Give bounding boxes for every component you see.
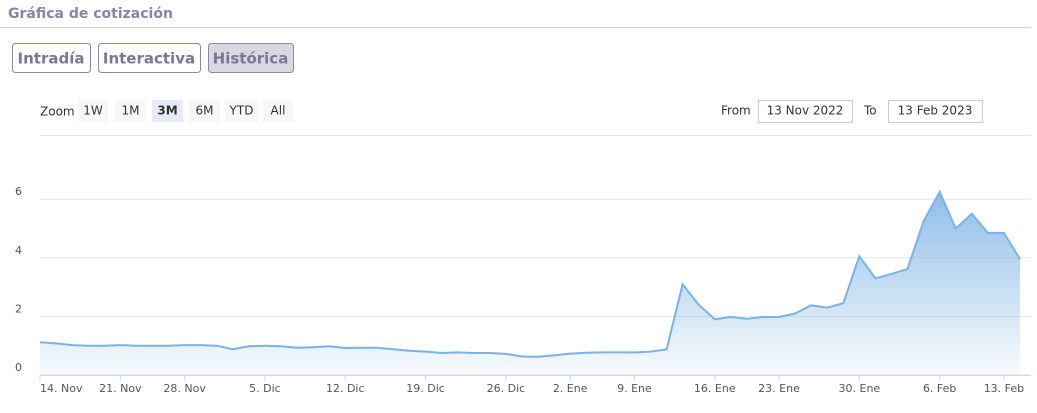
from-date[interactable]: 13 Nov 2022 [767, 104, 844, 118]
zoom-option[interactable]: YTD [229, 104, 254, 118]
area-fill [40, 191, 1020, 375]
tab-button[interactable] [208, 43, 294, 73]
tab-label[interactable]: Intradía [18, 50, 85, 68]
to-input[interactable] [888, 100, 983, 123]
zoom-option[interactable]: 6M [196, 104, 214, 118]
x-tick-label: 2. Ene [553, 382, 588, 395]
tab-button[interactable] [98, 43, 201, 73]
zoom-button[interactable] [152, 100, 183, 122]
zoom-option[interactable]: 3M [157, 104, 177, 118]
to-date[interactable]: 13 Feb 2023 [898, 104, 973, 118]
x-tick-label: 19. Dic [406, 382, 445, 395]
tab-label[interactable]: Interactiva [103, 50, 195, 68]
x-tick-label: 5. Dic [249, 382, 281, 395]
zoom-button[interactable] [263, 100, 293, 122]
to-label: To [863, 104, 877, 118]
zoom-option[interactable]: 1W [83, 104, 103, 118]
from-input[interactable] [758, 100, 853, 123]
x-tick-label: 14. Nov [40, 382, 83, 395]
x-tick-label: 30. Ene [839, 382, 881, 395]
zoom-button[interactable] [115, 100, 146, 122]
x-tick-label: 6. Feb [923, 382, 956, 395]
x-tick-label: 12. Dic [326, 382, 365, 395]
section-title: Gráfica de cotización [8, 6, 173, 22]
zoom-option[interactable]: 1M [122, 104, 140, 118]
tab-button[interactable] [12, 43, 91, 73]
x-tick-label: 16. Ene [694, 382, 736, 395]
x-tick-label: 9. Ene [617, 382, 652, 395]
y-tick-label: 6 [15, 185, 22, 198]
y-tick-label: 2 [15, 302, 22, 315]
x-tick-label: 21. Nov [99, 382, 142, 395]
zoom-button[interactable] [189, 100, 220, 122]
y-tick-label: 0 [15, 361, 22, 374]
x-tick-label: 23. Ene [758, 382, 800, 395]
zoom-option[interactable]: All [271, 104, 286, 118]
x-tick-label: 13. Feb [984, 382, 1024, 395]
x-tick-label: 28. Nov [163, 382, 206, 395]
x-tick-label: 26. Dic [487, 382, 526, 395]
tab-label[interactable]: Histórica [213, 50, 289, 68]
zoom-button[interactable] [78, 100, 108, 122]
y-tick-label: 4 [15, 244, 22, 257]
from-label: From [721, 104, 751, 118]
zoom-label: Zoom [40, 105, 75, 119]
price-line [39, 189, 1021, 358]
zoom-button[interactable] [225, 100, 258, 122]
